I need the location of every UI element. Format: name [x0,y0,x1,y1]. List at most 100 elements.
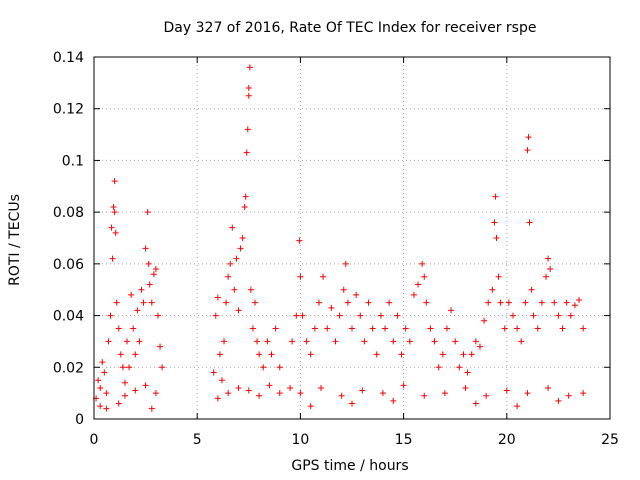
data-point [386,299,393,306]
x-tick-label: 10 [291,432,309,448]
data-point [567,312,574,319]
data-point [242,193,249,200]
data-point [264,338,271,345]
data-point [251,299,258,306]
data-point [359,387,366,394]
data-point [503,387,510,394]
data-point [103,390,110,397]
data-point [415,281,422,288]
data-point [497,299,504,306]
data-point [124,338,131,345]
data-point [225,390,232,397]
y-tick-label: 0.06 [53,257,84,273]
data-point [244,126,251,133]
data-point [406,338,413,345]
data-point [229,224,236,231]
data-point [423,299,430,306]
data-point [534,325,541,332]
data-point [297,390,304,397]
data-point [115,325,122,332]
y-tick-label: 0 [75,412,84,428]
data-points [93,64,587,412]
data-point [112,229,119,236]
data-point [117,351,124,358]
data-point [95,377,102,384]
data-point [103,405,110,412]
data-point [97,384,104,391]
data-point [214,395,221,402]
data-point [491,219,498,226]
data-point [247,286,254,293]
data-point [377,312,384,319]
data-point [320,273,327,280]
data-point [468,351,475,358]
data-point [563,299,570,306]
data-point [390,397,397,404]
data-point [476,343,483,350]
data-point [144,209,151,216]
data-point [115,400,122,407]
data-point [365,299,372,306]
data-point [528,286,535,293]
x-tick-label: 0 [90,432,99,448]
data-point [342,260,349,267]
data-point [138,286,145,293]
data-point [485,299,492,306]
data-point [524,390,531,397]
data-point [212,312,219,319]
data-point [456,364,463,371]
x-tick-label: 15 [395,432,413,448]
data-point [419,260,426,267]
data-point [218,377,225,384]
x-tick-label: 25 [601,432,619,448]
axis-ticks [93,56,611,420]
data-point [307,403,314,410]
data-point [134,307,141,314]
data-point [97,403,104,410]
data-point [111,209,118,216]
x-tick-labels: 0 5 10 15 20 25 [90,432,619,448]
data-point [394,312,401,319]
data-point [402,325,409,332]
data-point [148,299,155,306]
data-point [237,245,244,252]
data-point [524,147,531,154]
data-point [344,299,351,306]
y-tick-label: 0.14 [53,50,84,66]
data-point [249,325,256,332]
chart-title: Day 327 of 2016, Rate Of TEC Index for r… [164,20,537,36]
data-point [336,312,343,319]
data-point [559,325,566,332]
data-point [421,392,428,399]
data-point [390,338,397,345]
y-tick-label: 0.1 [62,153,84,169]
data-point [400,382,407,389]
data-point [241,203,248,210]
data-point [349,325,355,332]
data-point [272,325,279,332]
data-point [108,224,115,231]
data-point [243,149,250,156]
data-point [349,400,355,407]
data-point [421,273,428,280]
data-point [256,392,263,399]
data-point [462,384,469,391]
data-point [101,369,108,376]
data-point [452,338,459,345]
data-point [296,237,303,244]
data-point [464,369,471,376]
data-point [260,364,267,371]
data-point [543,273,550,280]
data-point [460,351,467,358]
data-point [235,307,242,314]
data-point [328,304,335,311]
data-point [318,384,325,391]
data-point [145,260,152,267]
data-point [245,85,252,92]
data-point [140,299,147,306]
data-point [439,351,446,358]
data-point [547,266,554,273]
data-point [132,387,139,394]
data-point [216,351,223,358]
data-point [297,273,304,280]
